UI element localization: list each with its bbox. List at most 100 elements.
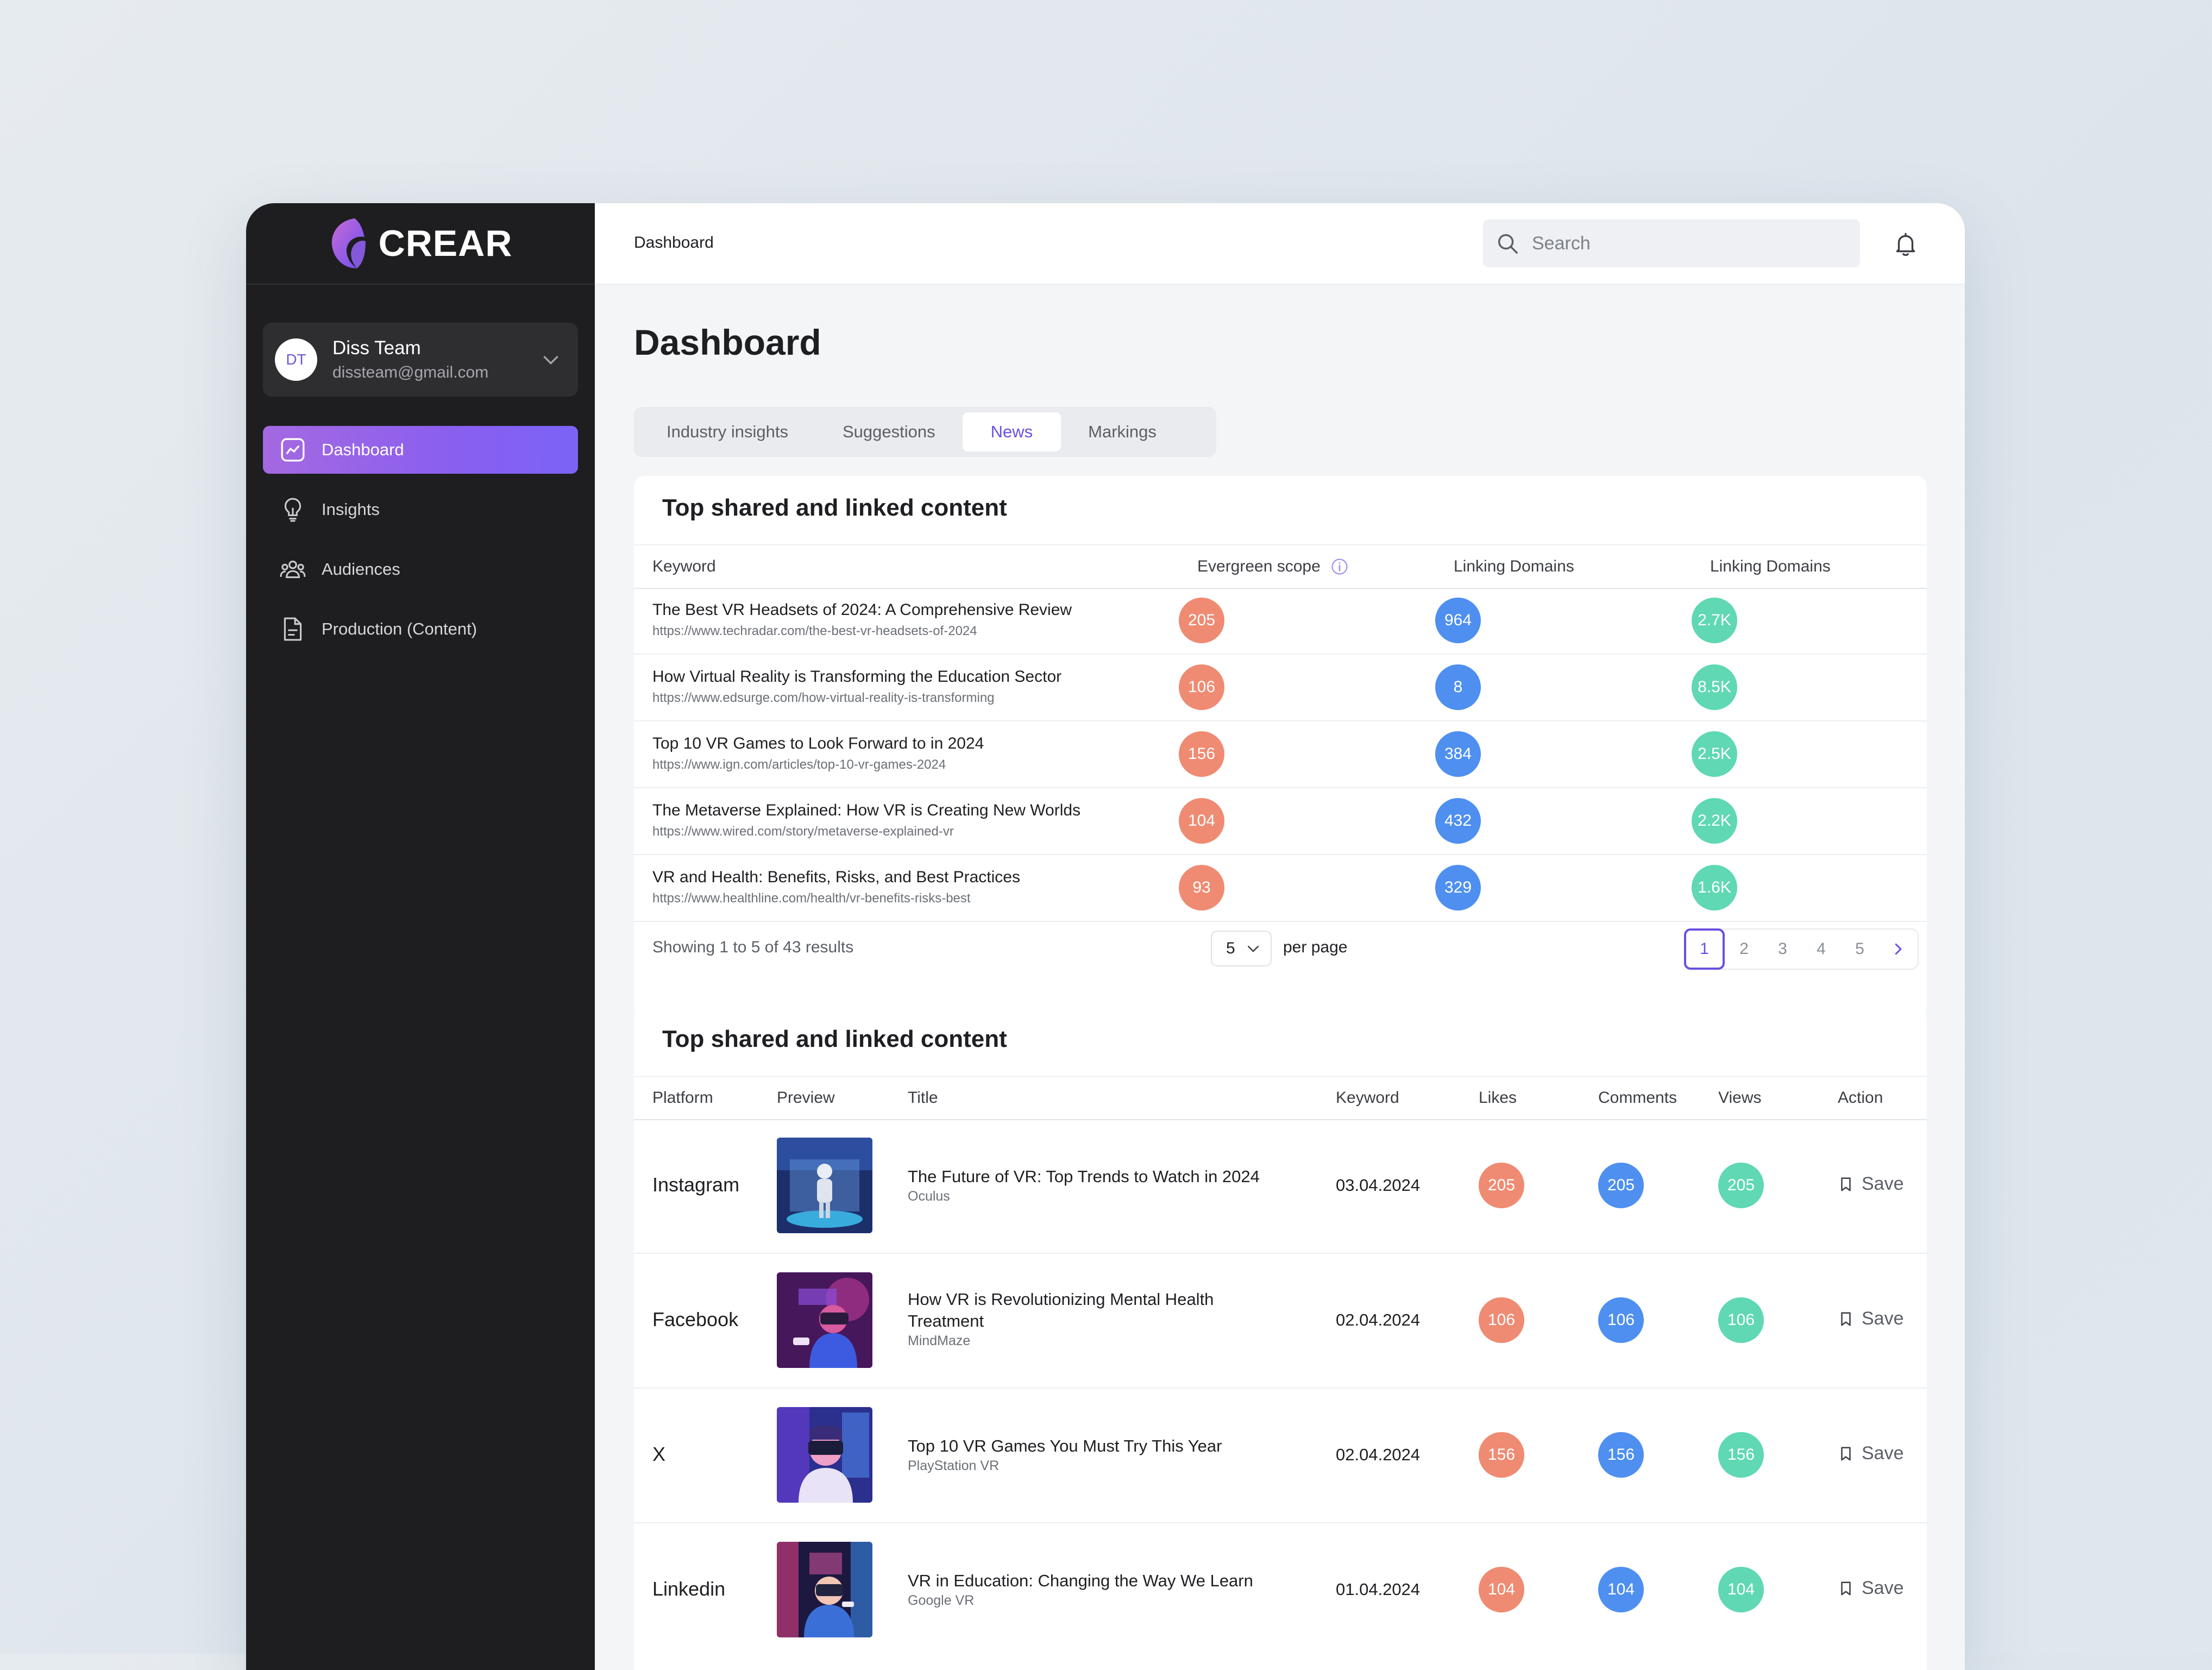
column-header-views: Views: [1718, 1089, 1762, 1107]
column-header-label: Evergreen scope: [1197, 557, 1321, 575]
bookmark-icon: [1841, 1581, 1851, 1595]
evergreen-badge: 106: [1179, 664, 1224, 710]
evergreen-badge: 156: [1179, 731, 1224, 777]
content-source: PlayStation VR: [908, 1458, 1000, 1473]
card-title: Top shared and linked content: [662, 494, 1007, 521]
content-title-cell: VR in Education: Changing the Way We Lea…: [908, 1570, 1288, 1609]
linking-domains-badge: 8.5K: [1692, 664, 1737, 710]
table-row[interactable]: Top 10 VR Games to Look Forward to in 20…: [634, 720, 1927, 788]
next-page-button[interactable]: [1879, 930, 1918, 969]
views-badge: 104: [1718, 1567, 1764, 1612]
tab-suggestions[interactable]: Suggestions: [843, 422, 935, 441]
search-box[interactable]: [1483, 219, 1860, 267]
table-row[interactable]: Instagram The Future of VR: Top Trends t…: [634, 1118, 1927, 1254]
save-label: Save: [1862, 1443, 1904, 1464]
page-button-1[interactable]: 1: [1684, 928, 1725, 970]
tab-news[interactable]: News: [962, 412, 1061, 451]
card-title: Top shared and linked content: [662, 1026, 1007, 1052]
linking-domains-badge: 1.6K: [1692, 865, 1737, 911]
table-row[interactable]: The Best VR Headsets of 2024: A Comprehe…: [634, 587, 1927, 655]
vr-preview-thumbnail[interactable]: [777, 1138, 872, 1233]
linking-domains-badge: 8: [1435, 664, 1481, 710]
search-input[interactable]: [1531, 232, 1837, 255]
keyword-cell: How Virtual Reality is Transforming the …: [652, 668, 1061, 706]
bell-icon[interactable]: [1892, 230, 1919, 258]
keyword-cell: Top 10 VR Games to Look Forward to in 20…: [652, 734, 984, 773]
evergreen-badge: 93: [1179, 865, 1224, 911]
save-label: Save: [1862, 1578, 1904, 1598]
breadcrumb: Dashboard: [634, 234, 714, 252]
app-window: CREAR DT Diss Team dissteam@gmail.com Da…: [246, 203, 1965, 1670]
article-url[interactable]: https://www.healthline.com/health/vr-ben…: [652, 891, 971, 906]
lightbulb-icon: [284, 498, 301, 522]
views-badge: 205: [1718, 1163, 1764, 1208]
tab-industry-insights[interactable]: Industry insights: [667, 422, 788, 441]
chevron-down-icon: [1247, 946, 1259, 952]
sidebar-item-dashboard[interactable]: Dashboard: [263, 426, 578, 474]
views-badge: 156: [1718, 1432, 1764, 1478]
keyword-cell: The Best VR Headsets of 2024: A Comprehe…: [652, 601, 1072, 639]
comments-badge: 104: [1598, 1567, 1644, 1612]
platform-name: X: [652, 1443, 666, 1465]
avatar: DT: [275, 338, 317, 381]
likes-badge: 156: [1479, 1432, 1524, 1478]
column-header-keyword: Keyword: [1336, 1089, 1399, 1107]
chart-line-icon: [281, 438, 305, 462]
crear-logo: [331, 218, 366, 268]
table-row[interactable]: Facebook How VR is Revolutionizing Menta…: [634, 1253, 1927, 1389]
sidebar-item-production[interactable]: Production (Content): [263, 605, 578, 653]
content-title-cell: How VR is Revolutionizing Mental Health …: [908, 1289, 1245, 1349]
keyword-date: 03.04.2024: [1336, 1176, 1421, 1195]
content-source: Google VR: [908, 1593, 975, 1608]
table-row[interactable]: Linkedin VR in Education: Changing the W…: [634, 1522, 1927, 1657]
table-footer: Showing 1 to 5 of 43 results 5 per page …: [634, 921, 1927, 975]
per-page-value: 5: [1226, 939, 1235, 957]
sidebar-nav: Dashboard Insights Audiences Production …: [263, 426, 578, 665]
article-url[interactable]: https://www.techradar.com/the-best-vr-he…: [652, 624, 977, 638]
page-button-3[interactable]: 3: [1778, 940, 1787, 958]
vr-preview-thumbnail[interactable]: [777, 1272, 872, 1368]
page-title: Dashboard: [634, 322, 821, 362]
per-page-select[interactable]: 5: [1211, 931, 1272, 966]
platform-name: Instagram: [652, 1173, 740, 1196]
save-button[interactable]: Save: [1838, 1308, 1904, 1329]
comments-badge: 205: [1598, 1163, 1644, 1208]
save-button[interactable]: Save: [1838, 1578, 1904, 1599]
article-url[interactable]: https://www.wired.com/story/metaverse-ex…: [652, 824, 954, 839]
save-button[interactable]: Save: [1838, 1443, 1904, 1464]
linking-domains-badge: 329: [1435, 865, 1481, 911]
main-content: Dashboard Dashboard Industry insights Su…: [595, 203, 1965, 1670]
linking-domains-badge: 2.7K: [1692, 598, 1737, 643]
likes-badge: 106: [1479, 1297, 1524, 1343]
table-row[interactable]: How Virtual Reality is Transforming the …: [634, 654, 1927, 721]
page-button-5[interactable]: 5: [1855, 940, 1864, 958]
table-row[interactable]: The Metaverse Explained: How VR is Creat…: [634, 787, 1927, 855]
social-content-card: Top shared and linked content Platform P…: [634, 1007, 1927, 1670]
page-button-4[interactable]: 4: [1817, 940, 1826, 958]
account-switcher[interactable]: DT Diss Team dissteam@gmail.com: [263, 323, 578, 397]
table-row[interactable]: X Top 10 VR Games You Must Try This Year…: [634, 1388, 1927, 1523]
table-row[interactable]: VR and Health: Benefits, Risks, and Best…: [634, 854, 1927, 922]
pagination: 1 2 3 4 5: [1684, 928, 1919, 970]
sidebar-item-audiences[interactable]: Audiences: [263, 545, 578, 593]
article-url[interactable]: https://www.ign.com/articles/top-10-vr-g…: [652, 757, 946, 772]
article-url[interactable]: https://www.edsurge.com/how-virtual-real…: [652, 690, 995, 705]
column-header-linking-domains: Linking Domains: [1710, 557, 1831, 575]
save-label: Save: [1862, 1173, 1904, 1194]
sidebar-item-insights[interactable]: Insights: [263, 486, 578, 533]
info-icon[interactable]: [1330, 557, 1349, 576]
vr-preview-thumbnail[interactable]: [777, 1542, 872, 1637]
vr-preview-thumbnail[interactable]: [777, 1407, 872, 1503]
save-button[interactable]: Save: [1838, 1173, 1904, 1195]
platform-name: Facebook: [652, 1308, 739, 1330]
sidebar-item-label: Production (Content): [322, 619, 477, 638]
keyword-date: 02.04.2024: [1336, 1445, 1421, 1464]
linking-domains-badge: 2.2K: [1692, 798, 1737, 844]
column-header-title: Title: [908, 1089, 938, 1107]
linking-domains-badge: 964: [1435, 598, 1481, 643]
sidebar-item-label: Dashboard: [322, 440, 404, 459]
tab-markings[interactable]: Markings: [1088, 422, 1157, 441]
page-button-2[interactable]: 2: [1739, 940, 1749, 958]
keyword-cell: The Metaverse Explained: How VR is Creat…: [652, 801, 1080, 839]
brand-name: CREAR: [378, 223, 513, 264]
